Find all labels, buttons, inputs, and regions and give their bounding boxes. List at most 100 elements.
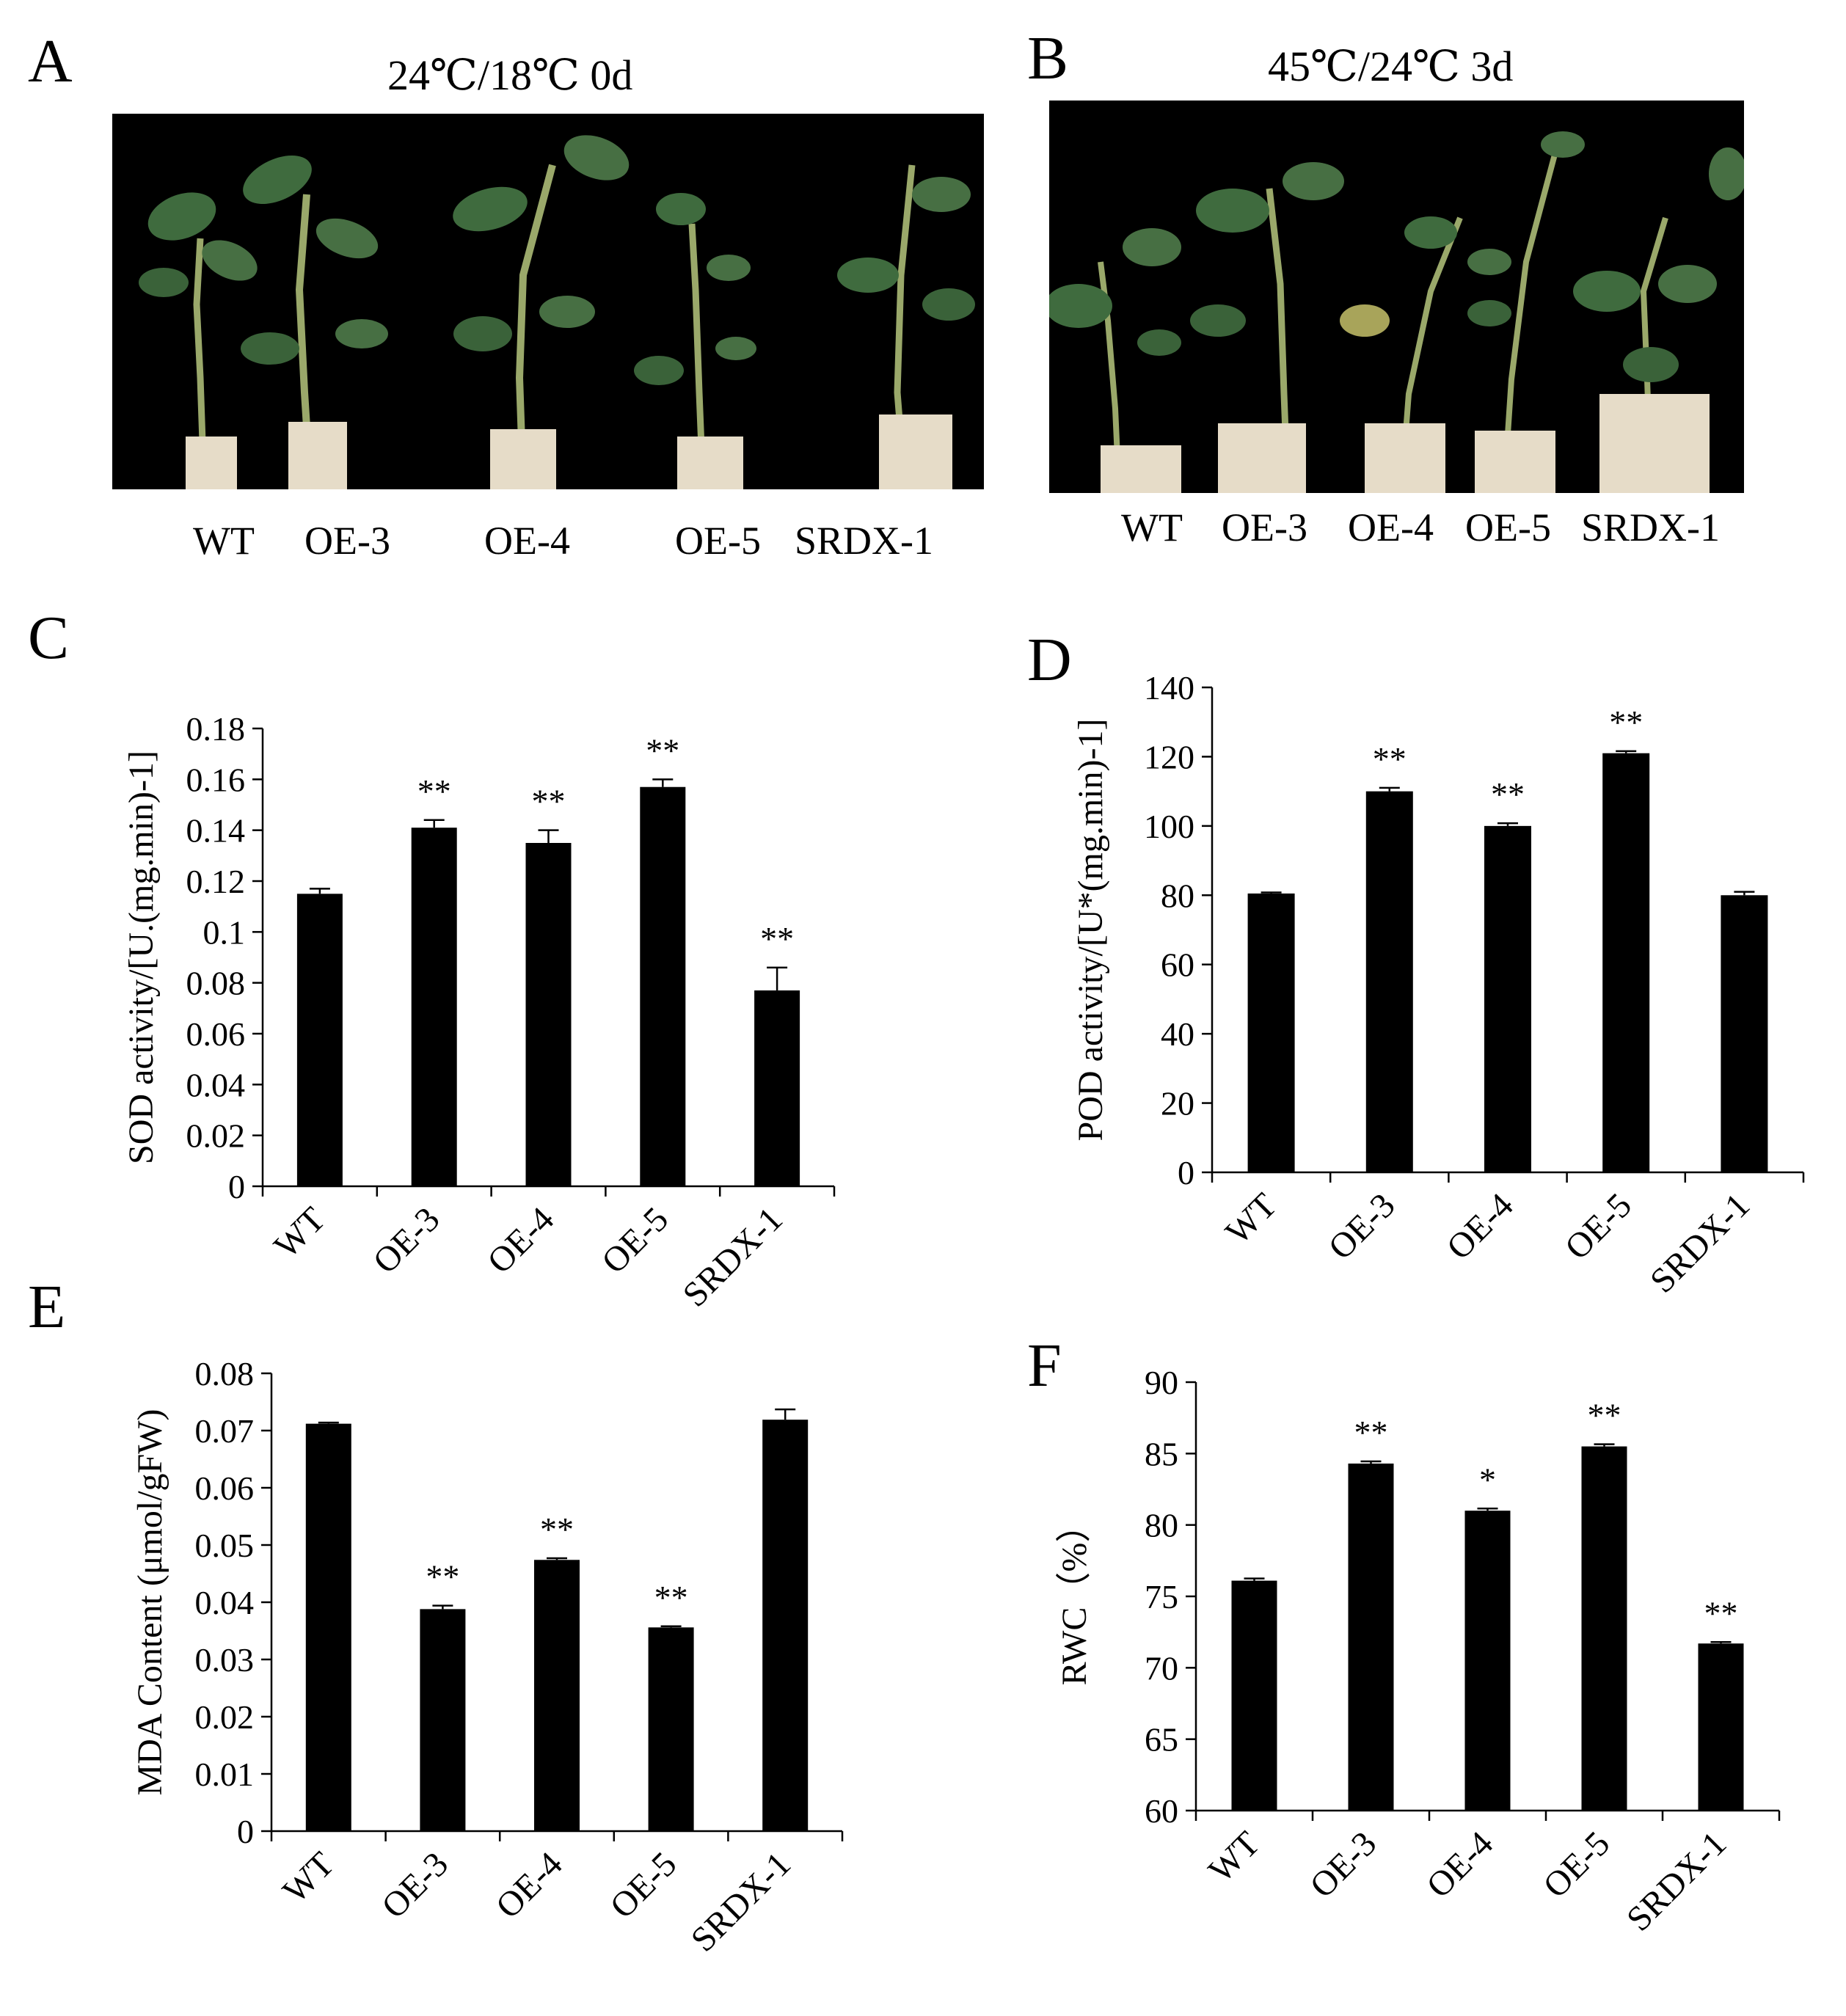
bar-f-srdx-1 — [1698, 1643, 1744, 1811]
y-tick-label-d: 100 — [1144, 808, 1194, 845]
y-tick-label-c: 0.06 — [186, 1015, 246, 1053]
panel-letter-f: F — [1027, 1332, 1062, 1400]
category-label-f: OE-3 — [1302, 1824, 1384, 1905]
plant-oe-5 — [634, 193, 756, 489]
significance-label-c: ** — [417, 773, 451, 810]
y-tick-label-f: 70 — [1145, 1649, 1178, 1687]
y-tick-label-c: 0.14 — [186, 812, 246, 850]
photo-a-label-oe-5: OE-5 — [675, 519, 761, 563]
panel-letter-c: C — [28, 604, 70, 672]
y-tick-label-f: 80 — [1145, 1507, 1178, 1544]
y-tick-label-c: 0.02 — [186, 1117, 246, 1155]
category-label-f: WT — [1201, 1824, 1267, 1890]
y-tick-label-e: 0.03 — [195, 1641, 255, 1679]
category-label-f: OE-4 — [1419, 1824, 1500, 1905]
y-tick-label-d: 80 — [1161, 877, 1194, 914]
category-label-e: OE-5 — [602, 1844, 684, 1926]
photo-b-label-oe-5: OE-5 — [1465, 505, 1551, 549]
category-label-c: OE-3 — [365, 1199, 447, 1281]
category-label-d: WT — [1218, 1186, 1284, 1252]
y-tick-label-e: 0.08 — [195, 1355, 255, 1392]
panel-letter-e: E — [28, 1273, 66, 1341]
chart-c: 0 0.02 0.04 0.06 0.08 0.1 0.12 0.14 0.16 0.18 SOD … — [122, 710, 836, 1315]
plant-oe-4 — [453, 135, 630, 489]
significance-label-f: ** — [1704, 1594, 1738, 1632]
plant-oe-5-heat — [1467, 131, 1585, 493]
plant-photo-heat — [1049, 101, 1744, 493]
bar-c-srdx-1 — [754, 990, 800, 1186]
category-label-d: OE-3 — [1321, 1186, 1403, 1267]
y-tick-label-e: 0.02 — [195, 1698, 255, 1736]
y-tick-label-d: 120 — [1144, 738, 1194, 775]
plant-oe-4-heat — [1340, 216, 1511, 493]
plant-photo-control-drawing — [139, 135, 975, 489]
category-label-f: SRDX-1 — [1619, 1824, 1734, 1938]
y-tick-label-c: 0.18 — [186, 710, 246, 748]
bar-d-oe-3 — [1365, 791, 1413, 1172]
y-tick-label-c: 0 — [228, 1168, 245, 1205]
plant-wt-heat — [1049, 228, 1181, 493]
bar-f-oe-5 — [1581, 1446, 1627, 1811]
chart-d: 0 20 40 60 80 100 120 140 POD activity/[U*(mg.mi… — [1071, 669, 1805, 1301]
photo-b-caption: 45℃/24℃ 3d — [1268, 43, 1514, 90]
plant-photo-control — [112, 114, 984, 489]
y-tick-label-f: 60 — [1145, 1792, 1178, 1830]
y-tick-label-c: 0.12 — [186, 863, 246, 900]
significance-label-d: ** — [1491, 775, 1525, 813]
significance-label-d: ** — [1609, 704, 1643, 741]
plant-wt — [139, 192, 258, 489]
y-tick-label-e: 0.06 — [195, 1469, 255, 1507]
category-label-d: OE-4 — [1440, 1186, 1521, 1267]
panel-letter-b: B — [1027, 24, 1069, 92]
category-label-e: OE-3 — [374, 1844, 456, 1926]
y-tick-label-e: 0.05 — [195, 1527, 255, 1564]
category-label-e: WT — [275, 1844, 341, 1910]
plant-srdx-1 — [837, 164, 975, 489]
plant-photo-heat-drawing — [1049, 131, 1744, 493]
chart-e: 0 0.01 0.02 0.03 0.04 0.05 0.06 0.07 0.08 MDA Con… — [131, 1355, 844, 1960]
significance-label-e: ** — [426, 1558, 459, 1596]
chart-f: 60 65 70 75 80 85 90 RWC（%） WT ** OE-3 * OE-4 ** OE-5 *… — [1055, 1364, 1781, 1939]
y-tick-label-c: 0.04 — [186, 1066, 246, 1103]
y-tick-label-d: 20 — [1161, 1085, 1194, 1122]
category-label-d: SRDX-1 — [1643, 1186, 1757, 1300]
photo-a-label-wt: WT — [193, 519, 255, 563]
y-tick-label-e: 0 — [237, 1813, 254, 1850]
photo-b-label-oe-3: OE-3 — [1222, 505, 1307, 549]
significance-label-c: ** — [760, 920, 794, 957]
bar-d-srdx-1 — [1721, 895, 1768, 1172]
significance-label-d: ** — [1373, 740, 1407, 778]
plant-srdx-1-heat — [1573, 147, 1744, 493]
bar-d-oe-5 — [1602, 753, 1650, 1172]
y-axis-title-d: POD activity/[U*(mg.min)-1] — [1071, 719, 1110, 1142]
plant-oe-3-heat — [1190, 162, 1344, 493]
y-axis-title-e: MDA Content (μmol/gFW) — [131, 1409, 169, 1795]
bar-e-srdx-1 — [762, 1420, 809, 1831]
significance-label-f: * — [1479, 1461, 1496, 1498]
y-tick-label-c: 0.1 — [203, 913, 246, 951]
bar-e-oe-3 — [420, 1609, 466, 1831]
y-tick-label-f: 85 — [1145, 1435, 1178, 1472]
category-label-c: WT — [266, 1199, 332, 1266]
bar-d-oe-4 — [1484, 825, 1531, 1172]
plant-oe-3 — [241, 155, 388, 489]
photo-b-label-oe-4: OE-4 — [1348, 505, 1434, 549]
category-label-c: SRDX-1 — [676, 1199, 790, 1314]
y-tick-label-d: 40 — [1161, 1015, 1194, 1053]
significance-label-f: ** — [1354, 1414, 1388, 1451]
significance-label-c: ** — [646, 731, 679, 769]
category-label-d: OE-5 — [1558, 1186, 1639, 1267]
significance-label-e: ** — [654, 1579, 688, 1616]
bar-c-oe-4 — [525, 843, 572, 1186]
y-tick-label-f: 65 — [1145, 1721, 1178, 1758]
y-tick-label-d: 140 — [1144, 669, 1194, 706]
y-tick-label-d: 0 — [1178, 1154, 1194, 1191]
panel-letter-d: D — [1027, 626, 1072, 694]
photo-a-label-srdx-1: SRDX-1 — [795, 519, 934, 563]
category-label-c: OE-5 — [594, 1199, 676, 1281]
significance-label-e: ** — [540, 1511, 574, 1548]
y-tick-label-e: 0.01 — [195, 1756, 255, 1793]
category-label-e: SRDX-1 — [684, 1844, 798, 1959]
category-label-c: OE-4 — [480, 1199, 561, 1281]
